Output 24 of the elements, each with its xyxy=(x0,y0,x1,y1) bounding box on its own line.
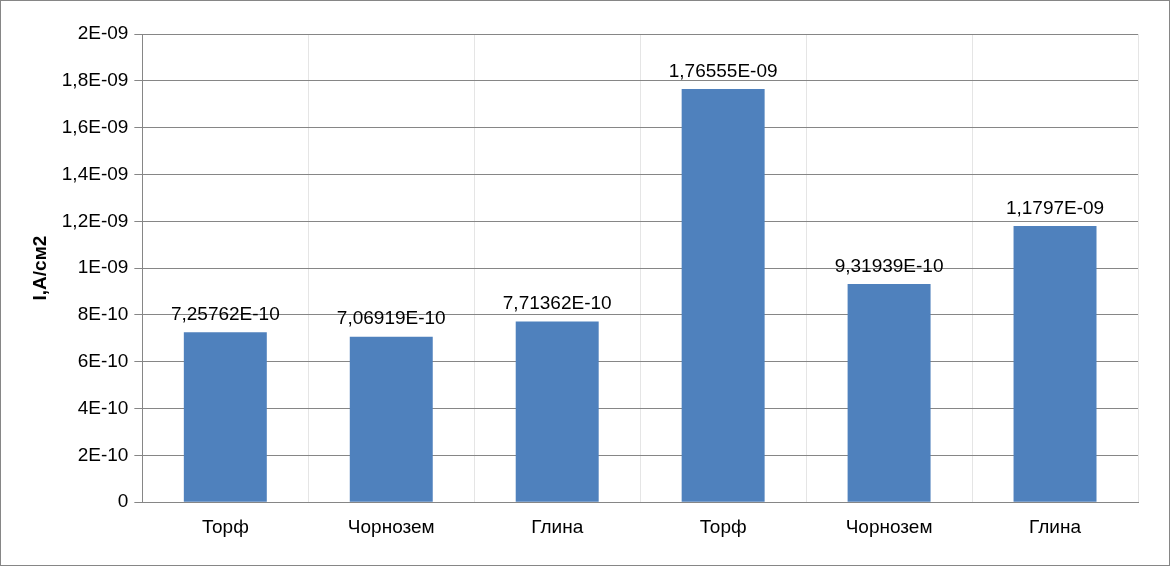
y-tick-label: 4E-10 xyxy=(77,396,129,418)
y-tick-label: 1E-09 xyxy=(77,256,129,278)
data-label: 9,31939E-10 xyxy=(834,254,944,276)
y-axis-title: I,A/см2 xyxy=(28,235,50,301)
y-tick-label: 0 xyxy=(117,490,129,512)
y-tick-label: 1,4E-09 xyxy=(61,162,129,184)
x-tick-label: Чорнозем xyxy=(845,515,933,537)
data-label: 1,1797E-09 xyxy=(1005,196,1105,218)
y-tick-label: 1,2E-09 xyxy=(61,209,129,231)
data-label: 1,76555E-09 xyxy=(668,59,778,81)
x-tick-label: Торф xyxy=(201,515,249,537)
x-tick-label: Чорнозем xyxy=(347,515,435,537)
y-tick-label: 8E-10 xyxy=(77,303,129,325)
data-label: 7,06919E-10 xyxy=(336,307,446,329)
y-tick-label: 2E-09 xyxy=(77,22,129,44)
x-tick-label: Торф xyxy=(699,515,747,537)
data-label: 7,25762E-10 xyxy=(170,303,280,325)
x-tick-label: Глина xyxy=(1029,515,1082,537)
y-tick-label: 2E-10 xyxy=(77,443,129,465)
x-tick-label: Глина xyxy=(531,515,584,537)
data-label: 7,71362E-10 xyxy=(502,292,612,314)
y-tick-label: 6E-10 xyxy=(77,349,129,371)
y-tick-label: 1,6E-09 xyxy=(61,115,129,137)
y-tick-label: 1,8E-09 xyxy=(61,69,129,91)
